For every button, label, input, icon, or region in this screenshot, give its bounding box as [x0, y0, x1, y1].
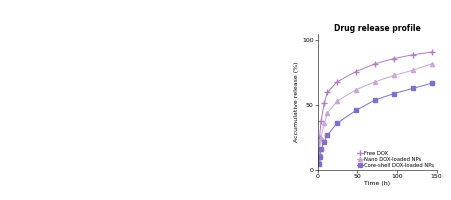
Free DOX	[325, 91, 330, 93]
Line: Free DOX: Free DOX	[316, 49, 435, 157]
Core-shell DOX-loaded NPs	[429, 82, 434, 84]
Core-shell DOX-loaded NPs	[322, 140, 327, 143]
Core-shell DOX-loaded NPs	[334, 122, 340, 125]
Core-shell DOX-loaded NPs	[318, 148, 324, 150]
Nano DOX-loaded NPs	[316, 158, 322, 161]
Legend: Free DOX, Nano DOX-loaded NPs, Core-shell DOX-loaded NPs: Free DOX, Nano DOX-loaded NPs, Core-shel…	[357, 150, 435, 168]
Nano DOX-loaded NPs	[317, 148, 322, 150]
Y-axis label: Accumulative release (%): Accumulative release (%)	[295, 62, 299, 142]
Line: Nano DOX-loaded NPs: Nano DOX-loaded NPs	[317, 62, 434, 162]
Core-shell DOX-loaded NPs	[391, 92, 396, 95]
Free DOX	[410, 54, 415, 56]
Free DOX	[334, 81, 340, 83]
Nano DOX-loaded NPs	[372, 81, 377, 83]
Free DOX	[318, 120, 324, 122]
Free DOX	[391, 57, 396, 60]
Nano DOX-loaded NPs	[334, 100, 340, 103]
Nano DOX-loaded NPs	[325, 112, 330, 114]
Line: Core-shell DOX-loaded NPs: Core-shell DOX-loaded NPs	[317, 81, 433, 165]
Free DOX	[429, 51, 434, 53]
Free DOX	[353, 70, 359, 73]
Core-shell DOX-loaded NPs	[317, 156, 322, 158]
Nano DOX-loaded NPs	[391, 74, 396, 77]
Core-shell DOX-loaded NPs	[325, 134, 330, 136]
Core-shell DOX-loaded NPs	[410, 87, 415, 90]
Free DOX	[322, 101, 327, 104]
Nano DOX-loaded NPs	[318, 136, 324, 139]
Title: Drug release profile: Drug release profile	[334, 24, 421, 33]
Free DOX	[317, 136, 322, 139]
Core-shell DOX-loaded NPs	[353, 109, 359, 112]
Nano DOX-loaded NPs	[353, 88, 359, 91]
Nano DOX-loaded NPs	[410, 69, 415, 71]
Core-shell DOX-loaded NPs	[372, 99, 377, 101]
Nano DOX-loaded NPs	[429, 63, 434, 65]
Core-shell DOX-loaded NPs	[316, 162, 322, 165]
X-axis label: Time (h): Time (h)	[364, 181, 390, 186]
Free DOX	[372, 63, 377, 65]
Free DOX	[316, 153, 322, 156]
Nano DOX-loaded NPs	[322, 122, 327, 125]
